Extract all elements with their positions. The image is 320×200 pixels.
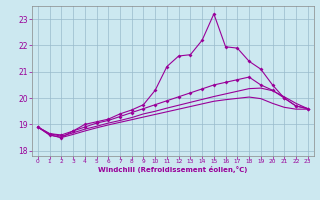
X-axis label: Windchill (Refroidissement éolien,°C): Windchill (Refroidissement éolien,°C) xyxy=(98,166,247,173)
